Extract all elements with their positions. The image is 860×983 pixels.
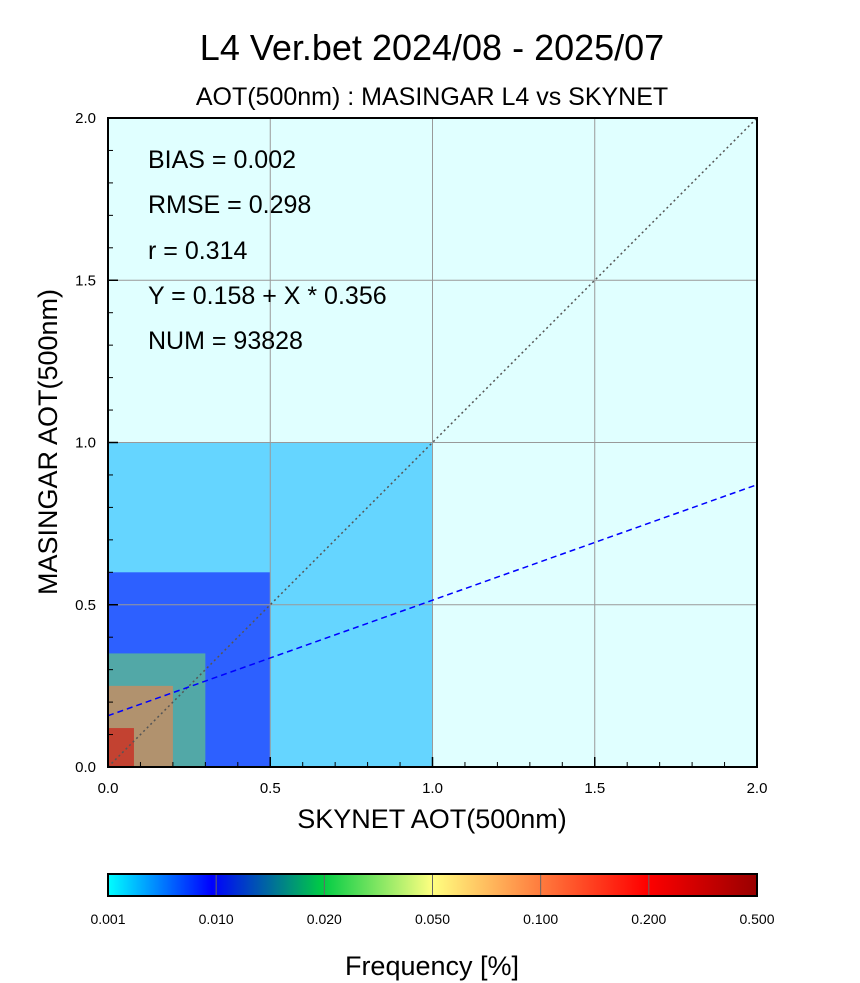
x-tick-label: 1.0	[422, 780, 443, 797]
plot-area: 0.0 0.5 1.0 1.5 2.0 0.0 0.5 1.0 1.5 2.0	[75, 110, 767, 797]
colorbar-tick-label: 0.500	[739, 911, 774, 927]
colorbar-tick-label: 0.100	[523, 911, 558, 927]
colorbar-tick-label: 0.020	[307, 911, 342, 927]
regression-line	[107, 483, 758, 717]
x-tick-label: 0.0	[98, 780, 119, 797]
y-tick-label: 0.0	[75, 759, 96, 776]
stat-num: NUM = 93828	[148, 327, 303, 355]
y-tick-label: 1.5	[75, 272, 96, 289]
chart-title: L4 Ver.bet 2024/08 - 2025/07	[200, 27, 664, 68]
x-axis-label: SKYNET AOT(500nm)	[297, 804, 567, 834]
colorbar-tick-label: 0.050	[415, 911, 450, 927]
stat-rmse: RMSE = 0.298	[148, 191, 311, 219]
colorbar: 0.001 0.010 0.020 0.050 0.100 0.200 0.500	[90, 873, 775, 927]
density-cell	[108, 728, 134, 767]
stat-bias: BIAS = 0.002	[148, 146, 296, 174]
colorbar-tick-label: 0.001	[90, 911, 125, 927]
colorbar-tick-label: 0.200	[631, 911, 666, 927]
x-tick-label: 0.5	[260, 780, 281, 797]
x-tick-label: 1.5	[584, 780, 605, 797]
colorbar-tick-label: 0.010	[199, 911, 234, 927]
colorbar-title: Frequency [%]	[345, 951, 519, 981]
y-tick-label: 2.0	[75, 110, 96, 127]
y-tick-label: 0.5	[75, 597, 96, 614]
colorbar-frame	[107, 873, 758, 897]
x-tick-label: 2.0	[747, 780, 768, 797]
colorbar-ticks: 0.001 0.010 0.020 0.050 0.100 0.200 0.500	[90, 874, 775, 927]
stat-regression: Y = 0.158 + X * 0.356	[148, 282, 387, 310]
stat-r: r = 0.314	[148, 237, 247, 265]
y-axis-label: MASINGAR AOT(500nm)	[33, 289, 63, 595]
axis-ticks: 0.0 0.5 1.0 1.5 2.0 0.0 0.5 1.0 1.5 2.0	[75, 110, 767, 797]
grid	[108, 118, 757, 767]
chart-subtitle: AOT(500nm) : MASINGAR L4 vs SKYNET	[196, 83, 668, 111]
y-tick-label: 1.0	[75, 435, 96, 452]
